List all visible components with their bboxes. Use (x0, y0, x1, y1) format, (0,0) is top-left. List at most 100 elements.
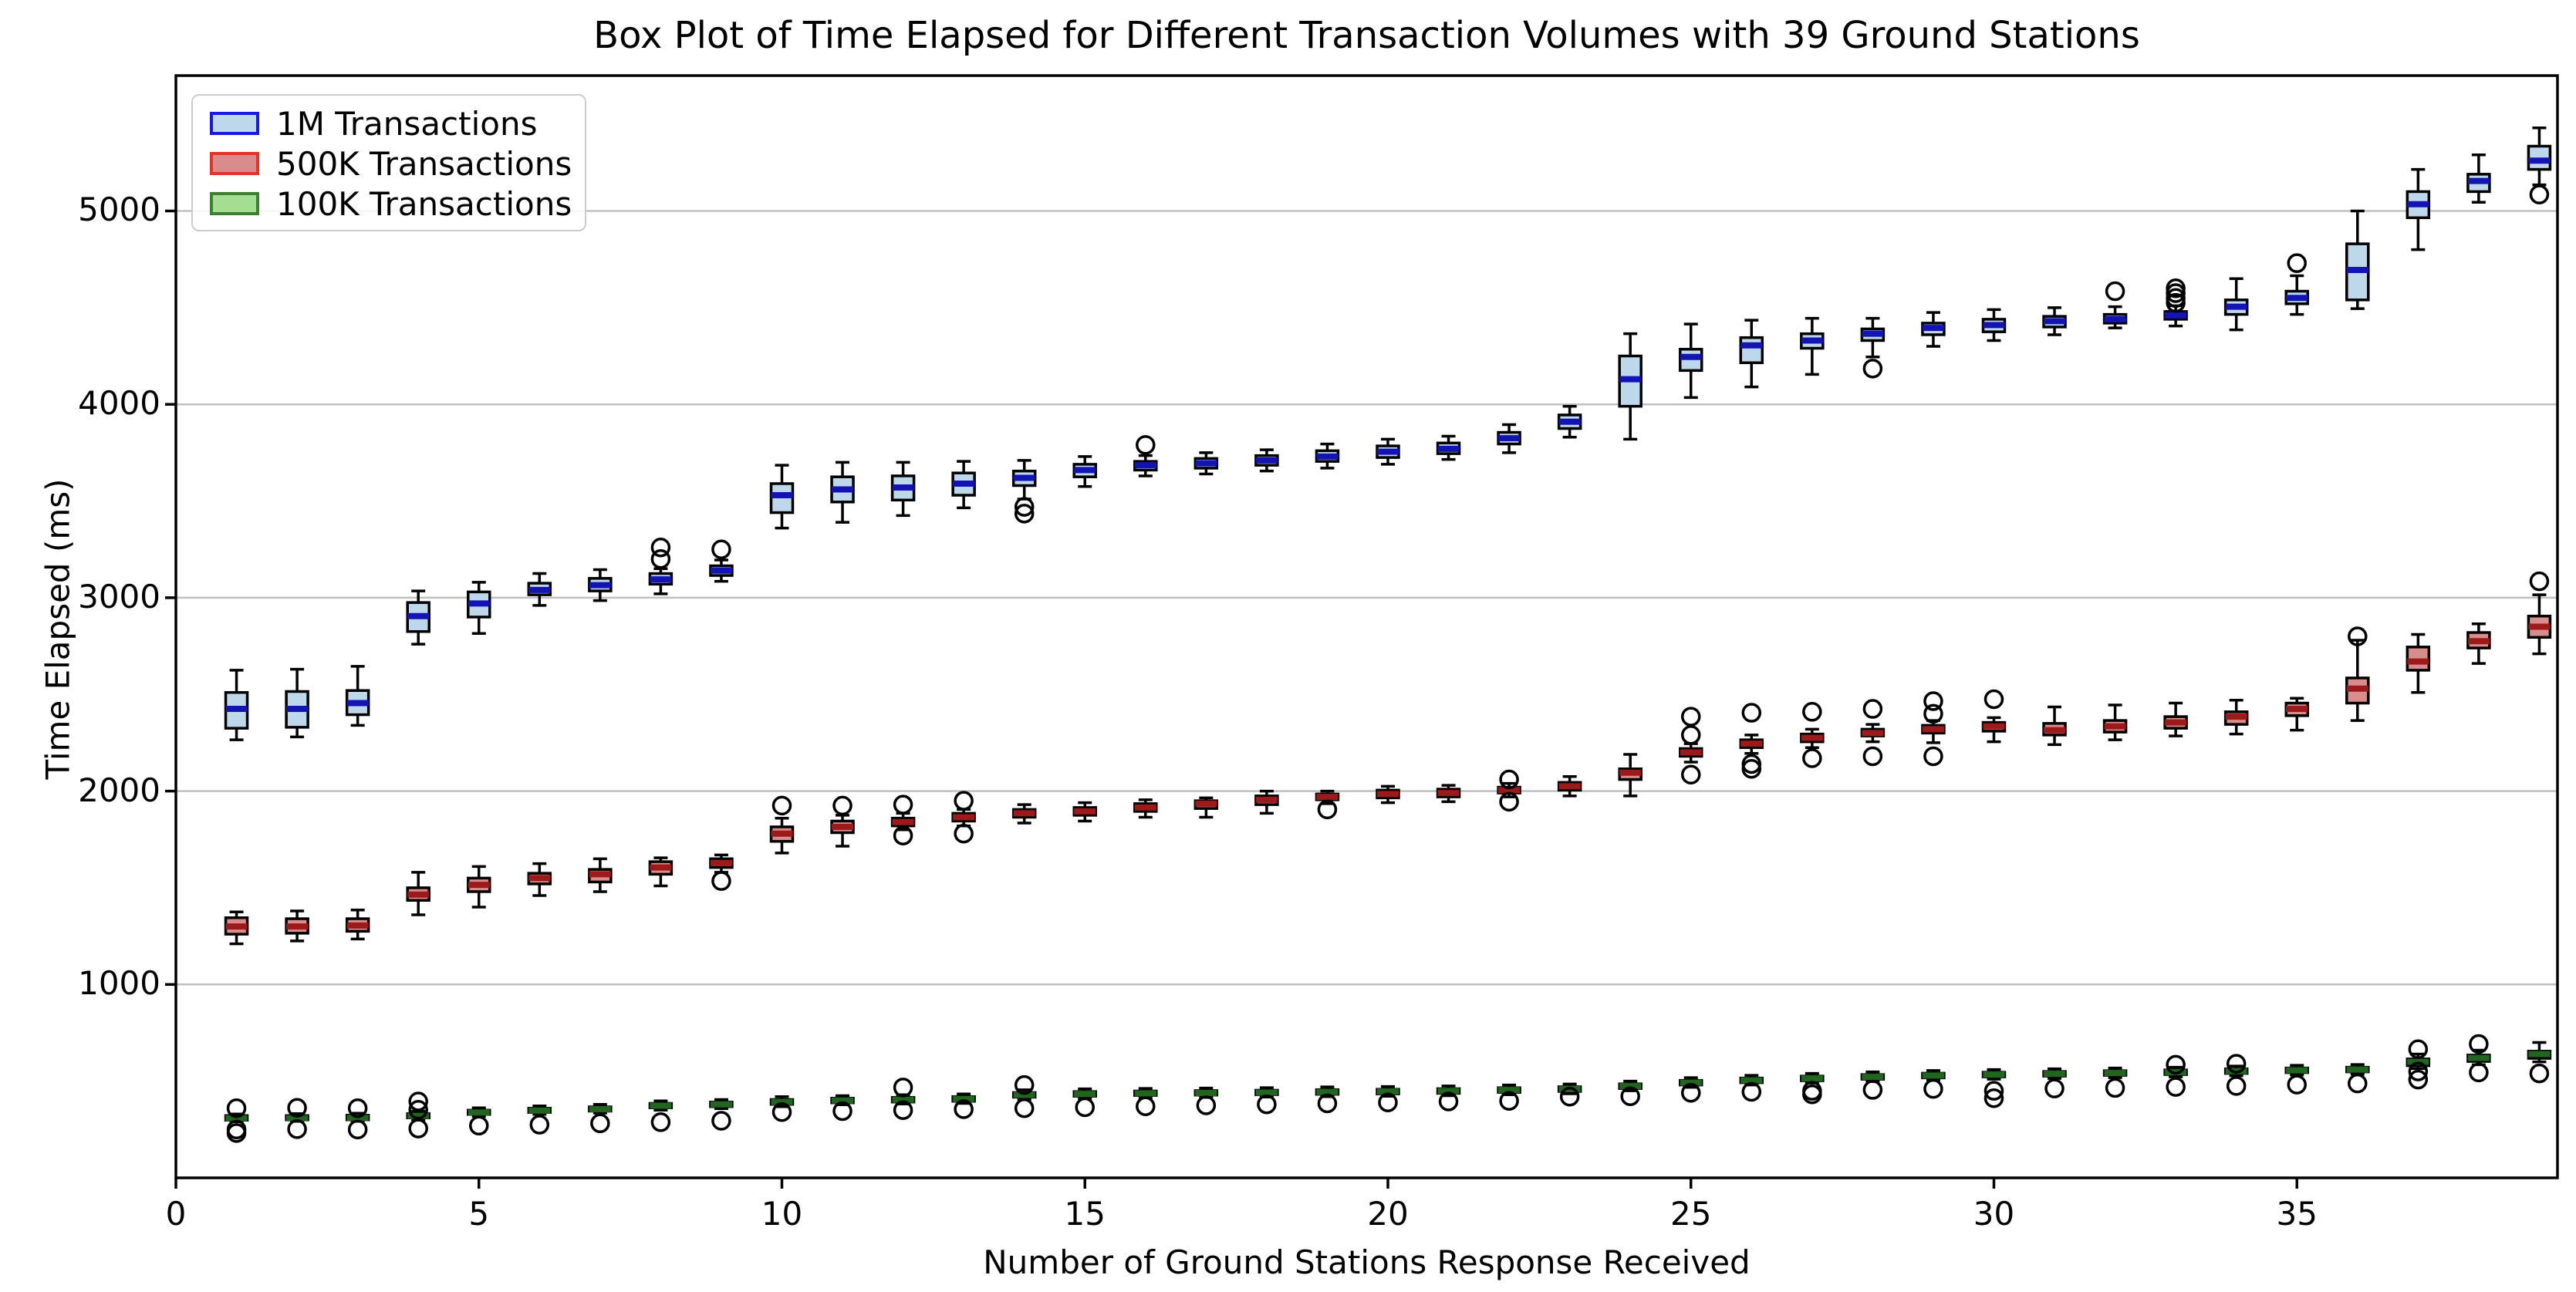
box-1m-transactions-x13 (951, 460, 976, 510)
box-500k-transactions-x24 (1618, 753, 1642, 798)
box-100k-transactions-x2 (285, 1098, 309, 1139)
outlier (1983, 1081, 2004, 1101)
box-1m-transactions-x31 (2042, 306, 2067, 336)
box-500k-transactions-x32 (2102, 703, 2128, 741)
outlier (529, 1115, 550, 1135)
box-1m-transactions-x11 (830, 460, 855, 524)
series-500k-transactions (224, 571, 2552, 946)
legend: 1M Transactions 500K Transactions 100K Tra… (191, 94, 586, 231)
y-tick-label: 4000 (78, 384, 160, 423)
outlier (1499, 769, 1519, 790)
outlier (226, 1123, 247, 1143)
outlier (1257, 1094, 1277, 1115)
outlier (2044, 1078, 2065, 1098)
box-100k-transactions-x31 (2042, 1067, 2067, 1098)
outlier (2469, 1034, 2489, 1054)
outlier (650, 549, 671, 569)
outlier (1014, 497, 1035, 517)
box-1m-transactions-x35 (2284, 253, 2309, 316)
x-tick-label: 15 (1064, 1195, 1106, 1233)
outlier (468, 1115, 489, 1136)
outlier (2469, 1062, 2489, 1083)
box-100k-transactions-x38 (2466, 1034, 2491, 1083)
outlier (1680, 1082, 1701, 1103)
box-500k-transactions-x8 (648, 856, 674, 888)
outlier (1499, 791, 1519, 812)
outlier (711, 539, 731, 559)
legend-label: 100K Transactions (276, 184, 572, 223)
outlier (2408, 1061, 2429, 1081)
box-500k-transactions-x16 (1133, 798, 1158, 819)
box-100k-transactions-x23 (1557, 1082, 1582, 1107)
box-500k-transactions-x19 (1315, 789, 1340, 820)
box-500k-transactions-x31 (2042, 705, 2067, 747)
box-1m-transactions-x33 (2163, 278, 2188, 328)
outlier (2105, 281, 2125, 302)
outlier (893, 825, 913, 846)
box-100k-transactions-x24 (1618, 1079, 1642, 1106)
outlier (2166, 1054, 2186, 1075)
y-tick-label: 2000 (78, 771, 160, 809)
box-100k-transactions-x28 (1860, 1070, 1886, 1100)
legend-label: 500K Transactions (276, 144, 572, 183)
x-axis-label: Number of Ground Stations Response Recei… (983, 1243, 1751, 1281)
outlier (2166, 278, 2186, 299)
x-tick-label: 10 (761, 1195, 803, 1233)
legend-swatch (210, 152, 259, 175)
box-100k-transactions-x32 (2102, 1066, 2128, 1098)
x-tick-label: 35 (2276, 1195, 2318, 1233)
box-500k-transactions-x11 (830, 795, 855, 848)
box-100k-transactions-x4 (406, 1091, 430, 1139)
box-100k-transactions-x37 (2406, 1039, 2431, 1090)
box-100k-transactions-x5 (466, 1106, 491, 1136)
box-100k-transactions-x35 (2284, 1064, 2309, 1095)
outlier (893, 794, 913, 815)
outlier (2529, 184, 2550, 204)
outlier (2348, 626, 2368, 646)
box-1m-transactions-x15 (1072, 455, 1097, 488)
series-100k-transactions (224, 1034, 2552, 1143)
box-1m-transactions-x18 (1254, 448, 1279, 473)
box-500k-transactions-x14 (1011, 803, 1037, 825)
box-1m-transactions-x26 (1739, 319, 1764, 389)
box-500k-transactions-x25 (1678, 707, 1703, 785)
box-1m-transactions-x34 (2223, 277, 2249, 332)
outlier (954, 824, 974, 844)
outlier (1014, 504, 1035, 524)
box-1m-transactions-x10 (769, 464, 795, 530)
box-100k-transactions-x12 (890, 1078, 916, 1121)
box-500k-transactions-x9 (709, 853, 734, 891)
box-1m-transactions-x3 (345, 665, 370, 727)
box-100k-transactions-x30 (1981, 1068, 2007, 1108)
box-100k-transactions-x25 (1678, 1076, 1703, 1103)
outlier (1438, 1091, 1459, 1112)
box-500k-transactions-x10 (769, 795, 795, 855)
legend-swatch (210, 192, 259, 215)
outlier (1862, 699, 1883, 719)
outlier (2226, 1076, 2247, 1096)
outlier (2529, 571, 2550, 592)
outlier (711, 871, 731, 891)
box-500k-transactions-x5 (466, 865, 491, 909)
box-500k-transactions-x23 (1557, 775, 1582, 798)
series-1m-transactions (224, 126, 2552, 741)
box-100k-transactions-x18 (1254, 1086, 1279, 1115)
outlier (1862, 1080, 1883, 1100)
outlier (954, 1099, 974, 1119)
outlier (2287, 1074, 2307, 1095)
box-1m-transactions-x5 (466, 581, 491, 636)
box-100k-transactions-x22 (1497, 1083, 1521, 1111)
outlier (771, 1102, 792, 1122)
plot-border (174, 74, 2559, 1179)
box-500k-transactions-x21 (1436, 784, 1461, 804)
outlier (1136, 1096, 1156, 1116)
box-100k-transactions-x15 (1072, 1087, 1097, 1118)
box-500k-transactions-x29 (1921, 691, 1946, 767)
box-1m-transactions-x24 (1618, 332, 1642, 441)
box-100k-transactions-x20 (1376, 1085, 1400, 1112)
outlier (1862, 746, 1883, 767)
outlier (1741, 703, 1762, 723)
outlier (771, 795, 792, 816)
box-100k-transactions-x11 (830, 1094, 855, 1122)
